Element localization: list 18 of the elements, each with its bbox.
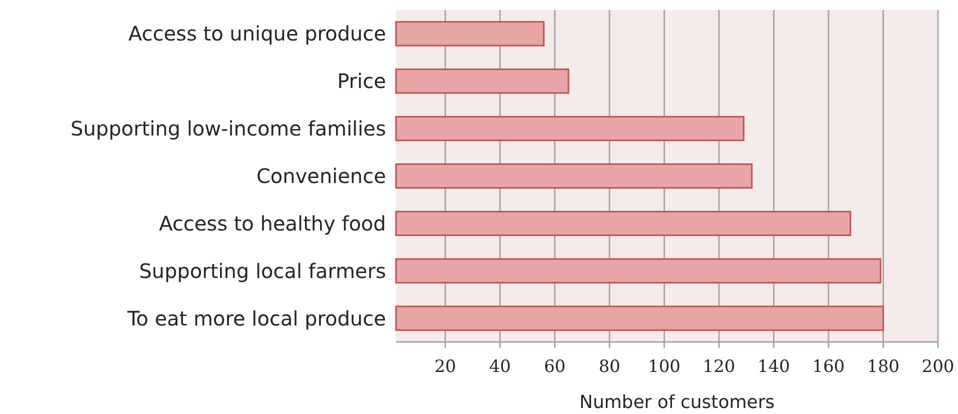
y-tick-label: Access to healthy food [159, 211, 386, 236]
x-tick-label: 60 [544, 357, 566, 377]
x-tick-label: 80 [598, 357, 620, 377]
y-tick-label: Convenience [256, 164, 386, 188]
y-tick-label: To eat more local produce [126, 306, 386, 330]
x-tick-label: 120 [702, 357, 736, 377]
x-tick-label: 200 [922, 357, 954, 377]
y-tick-label: Supporting low-income families [70, 116, 386, 141]
x-tick-label: 20 [434, 357, 456, 377]
x-tick-label: 100 [648, 357, 680, 377]
x-tick-label: 180 [867, 357, 900, 377]
x-tick-label: 140 [758, 357, 790, 377]
x-tick-label: 40 [489, 357, 511, 377]
x-axis-title: Number of customers [579, 392, 775, 413]
y-tick-label: Access to unique produce [128, 22, 386, 46]
y-tick-label: Price [337, 69, 386, 94]
y-tick-label: Supporting local farmers [139, 258, 386, 283]
x-tick-label: 160 [812, 357, 845, 377]
